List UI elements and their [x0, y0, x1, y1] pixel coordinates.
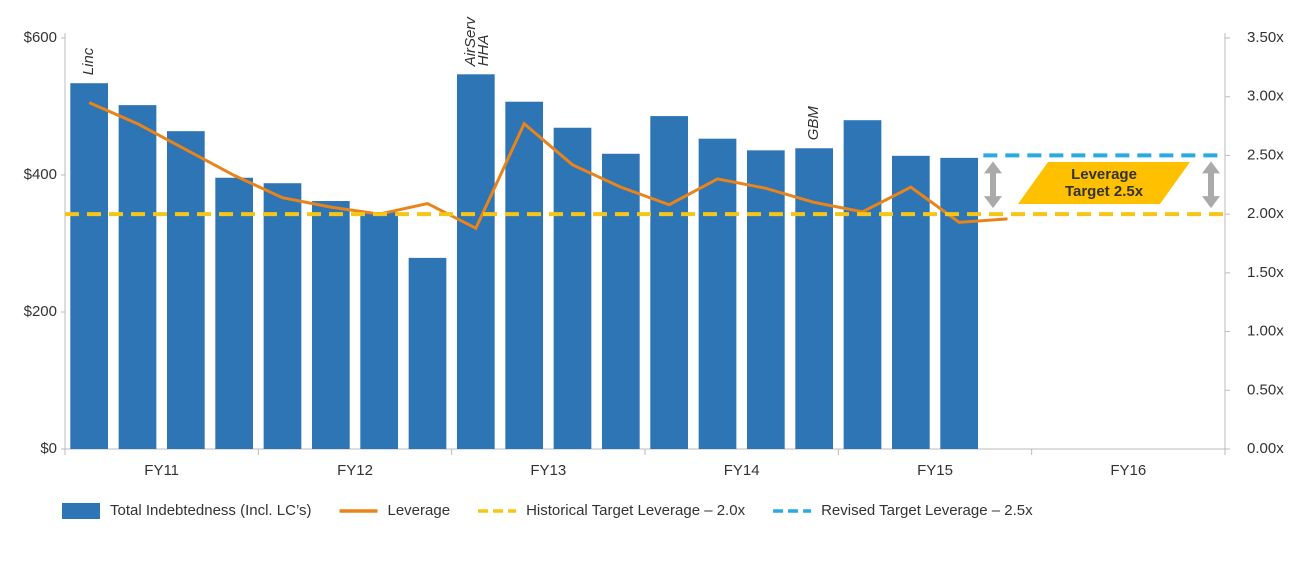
legend-label: Leverage [388, 502, 451, 519]
bar [360, 211, 399, 449]
legend-label: Revised Target Leverage – 2.5x [821, 502, 1033, 519]
bar [553, 127, 592, 450]
legend-swatch [62, 503, 100, 519]
annotation: GBM [805, 106, 822, 141]
y2-tick-label: 0.00x [1247, 440, 1284, 457]
bar [215, 177, 254, 450]
y-tick-label: $200 [24, 303, 57, 320]
legend-label: Historical Target Leverage – 2.0x [526, 502, 746, 519]
y2-tick-label: 3.00x [1247, 88, 1284, 105]
x-tick-label: FY13 [530, 462, 566, 479]
callout-box [1018, 162, 1190, 204]
legend-label: Total Indebtedness (Incl. LC’s) [110, 502, 312, 519]
annotation: Linc [80, 47, 97, 75]
bar [456, 74, 495, 450]
bar [166, 131, 205, 449]
line [88, 101, 1008, 231]
x-tick-label: FY16 [1110, 462, 1146, 479]
bar [70, 83, 109, 450]
bar [505, 101, 544, 449]
bar [118, 105, 157, 449]
y-tick-label: $400 [24, 166, 57, 183]
bar [940, 157, 979, 449]
x-tick-label: FY14 [724, 462, 760, 479]
y-tick-label: $600 [24, 29, 57, 46]
bar [795, 148, 834, 449]
x-tick-label: FY15 [917, 462, 953, 479]
bar [891, 155, 930, 449]
callout-text: Target 2.5x [1065, 183, 1144, 200]
bar [746, 150, 785, 449]
y2-tick-label: 3.50x [1247, 29, 1284, 46]
annotation: HHA [475, 35, 492, 67]
arrow [984, 161, 1002, 209]
callout-text: Leverage [1071, 166, 1137, 183]
bar [601, 153, 640, 449]
y2-tick-label: 1.50x [1247, 264, 1284, 281]
y2-tick-label: 2.00x [1247, 205, 1284, 222]
bar [650, 116, 689, 449]
bar [698, 138, 737, 449]
bar [408, 257, 447, 449]
y2-tick-label: 1.00x [1247, 323, 1284, 340]
arrow [1202, 161, 1220, 209]
bar [311, 201, 350, 449]
y-tick-label: $0 [40, 440, 57, 457]
y2-tick-label: 2.50x [1247, 146, 1284, 163]
annotation: AirServ [462, 16, 479, 68]
x-tick-label: FY12 [337, 462, 373, 479]
bar [843, 120, 882, 449]
x-tick-label: FY11 [144, 462, 179, 479]
bar [263, 183, 302, 449]
y2-tick-label: 0.50x [1247, 381, 1284, 398]
